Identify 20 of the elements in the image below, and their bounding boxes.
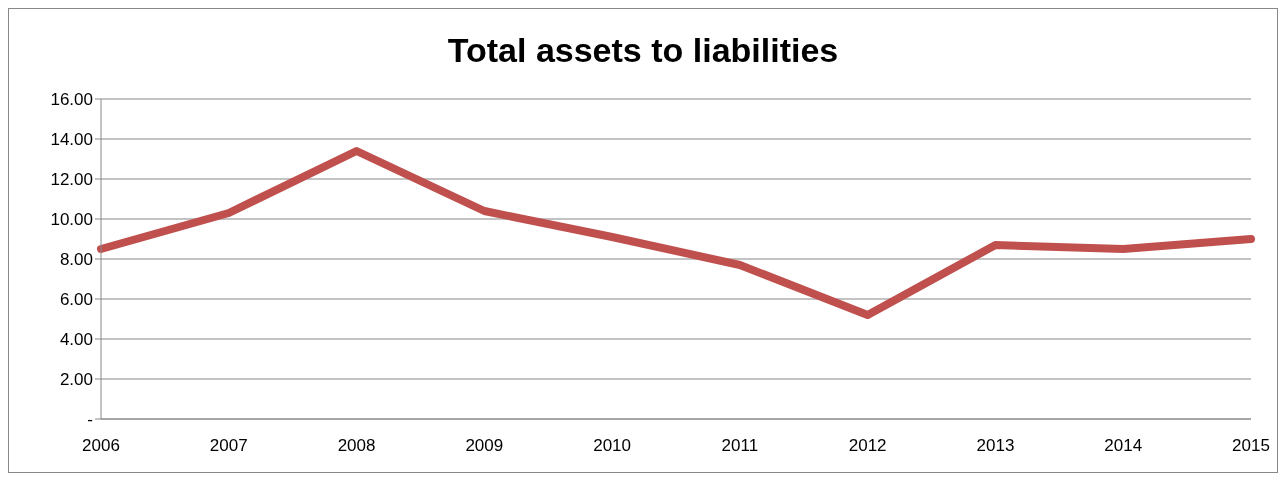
y-tick-label: 8.00: [59, 250, 93, 270]
x-tick-label: 2011: [721, 436, 759, 456]
y-tick-label: 2.00: [59, 370, 93, 390]
x-tick-label: 2006: [82, 436, 120, 456]
y-tick-label: 14.00: [50, 130, 93, 150]
y-tick-label: -: [87, 410, 93, 430]
y-tick-label: 16.00: [50, 90, 93, 110]
x-tick-label: 2007: [209, 436, 248, 456]
x-tick-label: 2010: [593, 436, 632, 456]
x-tick-label: 2013: [976, 436, 1015, 456]
y-tick-label: 12.00: [50, 170, 93, 190]
y-tick-label: 10.00: [50, 210, 93, 230]
x-tick-label: 2012: [848, 436, 887, 456]
x-tick-label: 2015: [1232, 436, 1270, 456]
x-tick-label: 2014: [1104, 436, 1143, 456]
chart-title: Total assets to liabilities: [446, 31, 840, 70]
x-tick-label: 2008: [337, 436, 376, 456]
y-tick-label: 4.00: [59, 330, 93, 350]
y-tick-label: 6.00: [59, 290, 93, 310]
x-tick-label: 2009: [465, 436, 504, 456]
